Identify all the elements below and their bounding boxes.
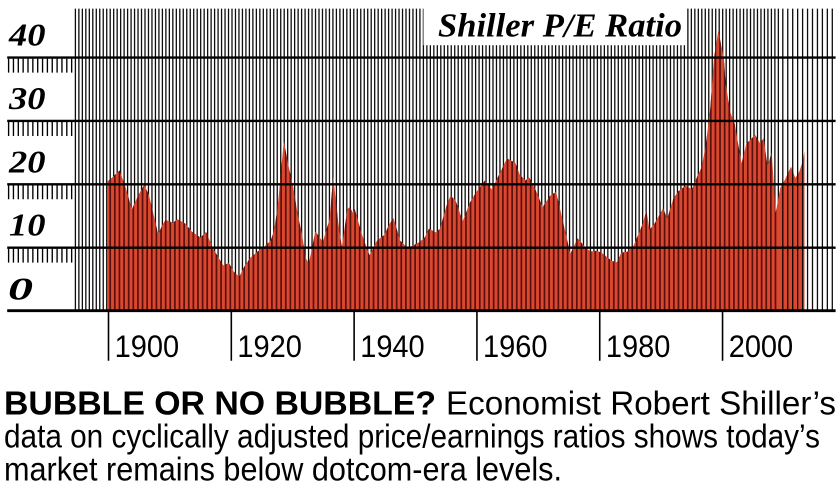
svg-text:30: 30 — [8, 81, 46, 116]
svg-text:Shiller P/E Ratio: Shiller P/E Ratio — [438, 8, 682, 45]
svg-text:1900: 1900 — [115, 328, 180, 364]
svg-text:2000: 2000 — [729, 328, 794, 364]
svg-text:1960: 1960 — [483, 328, 548, 364]
svg-text:data on cyclically adjusted pr: data on cyclically adjusted price/earnin… — [4, 419, 820, 456]
svg-text:1940: 1940 — [360, 328, 425, 364]
svg-text:1980: 1980 — [606, 328, 671, 364]
svg-text:1920: 1920 — [237, 328, 302, 364]
svg-text:40: 40 — [8, 18, 46, 53]
svg-text:market remains below dotcom-er: market remains below dotcom-era levels. — [4, 452, 562, 485]
svg-text:20: 20 — [8, 144, 46, 179]
svg-text:10: 10 — [9, 208, 46, 243]
svg-text:BUBBLE OR NO BUBBLE?Economist: BUBBLE OR NO BUBBLE? Economist Robert Shi… — [4, 385, 836, 422]
svg-text:0: 0 — [8, 272, 33, 307]
